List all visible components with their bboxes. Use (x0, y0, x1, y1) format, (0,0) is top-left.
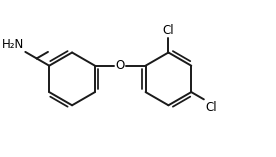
Text: O: O (116, 59, 125, 72)
Text: Cl: Cl (163, 24, 174, 37)
Text: H₂N: H₂N (2, 38, 24, 51)
Text: Cl: Cl (205, 101, 217, 114)
